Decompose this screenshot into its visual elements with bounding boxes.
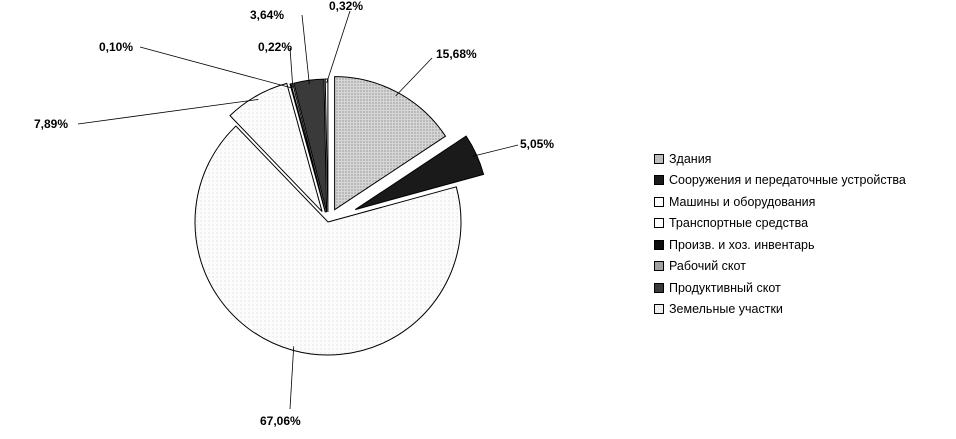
legend-label: Машины и оборудования [669,194,816,209]
legend-label: Земельные участки [669,302,783,317]
pie-slice [334,76,447,211]
chart-legend: Здания Сооружения и передаточные устройст… [654,148,906,320]
legend-label: Рабочий скот [669,259,746,274]
data-labels: 15,68% 5,05% 67,06% 7,89% 0,10% 0,22% 3,64% 0,3… [34,0,554,428]
legend-item: Продуктивный скот [654,277,906,299]
legend-swatch [654,304,664,315]
leader-line [301,14,310,85]
pie-slices [194,76,485,356]
data-label: 0,10% [99,40,133,54]
legend-label: Транспортные средства [669,216,809,231]
legend-swatch [654,218,664,229]
legend-item: Транспортные средства [654,213,906,235]
pie-slice [229,82,323,212]
leader-lines [77,10,519,410]
legend-item: Сооружения и передаточные устройства [654,170,906,192]
leader-line [139,46,292,89]
pie-slice [194,125,462,356]
data-label: 0,32% [329,0,363,13]
legend-item: Рабочий скот [654,256,906,278]
leader-line [289,346,295,410]
legend-swatch [654,239,664,250]
legend-swatch [654,282,664,293]
leader-line [289,47,294,88]
legend-item: Машины и оборудования [654,191,906,213]
pie-slice [355,135,485,211]
legend-label: Сооружения и передаточные устройства [669,173,906,188]
legend-item: Здания [654,148,906,170]
legend-label: Здания [669,151,712,166]
legend-item: Произв. и хоз. инвентарь [654,234,906,256]
leader-line [472,144,519,157]
legend-swatch [654,261,664,272]
data-label: 0,22% [258,40,292,54]
leader-line [395,57,433,97]
data-label: 67,06% [260,414,301,428]
legend-swatch [654,153,664,164]
legend-swatch [654,175,664,186]
legend-swatch [654,196,664,207]
leader-line [77,99,259,125]
data-label: 7,89% [34,117,68,131]
legend-item: Земельные участки [654,299,906,321]
data-label: 3,64% [250,8,284,22]
data-label: 5,05% [520,137,554,151]
legend-label: Произв. и хоз. инвентарь [669,237,815,252]
data-label: 15,68% [436,47,477,61]
leader-line [326,10,351,84]
legend-label: Продуктивный скот [669,280,781,295]
